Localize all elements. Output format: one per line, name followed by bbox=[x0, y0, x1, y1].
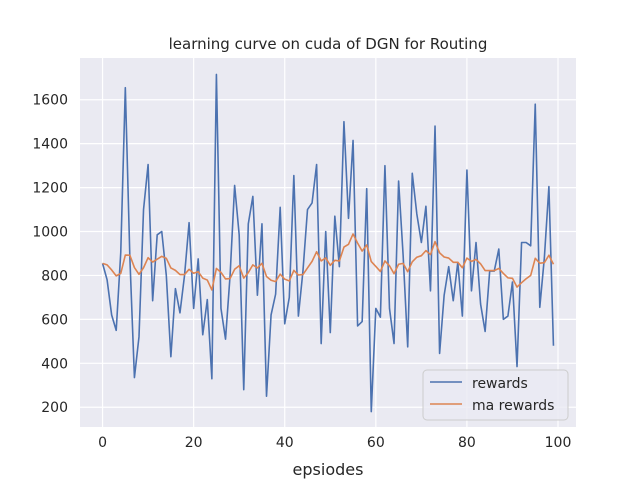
y-tick-label: 1400 bbox=[32, 137, 68, 153]
y-tick-label: 400 bbox=[41, 356, 68, 372]
x-tick-labels: 0 20 40 60 80 100 bbox=[98, 435, 571, 451]
y-tick-label: 1200 bbox=[32, 181, 68, 197]
series-line-ma-rewards bbox=[102, 233, 555, 291]
y-tick-label: 1600 bbox=[32, 93, 68, 109]
y-tick-labels: 200 400 600 800 1000 1200 1400 1600 bbox=[32, 93, 68, 417]
chart-title: learning curve on cuda of DGN for Routin… bbox=[169, 35, 488, 53]
x-tick-label: 60 bbox=[367, 435, 385, 451]
legend-label-rewards: rewards bbox=[472, 376, 528, 392]
x-tick-label: 40 bbox=[276, 435, 294, 451]
x-tick-label: 0 bbox=[98, 435, 107, 451]
y-tick-label: 200 bbox=[41, 400, 68, 416]
legend-label-ma-rewards: ma rewards bbox=[472, 398, 554, 414]
x-tick-label: 80 bbox=[458, 435, 476, 451]
series-line-rewards bbox=[101, 73, 555, 413]
y-tick-label: 800 bbox=[41, 268, 68, 284]
y-tick-label: 600 bbox=[41, 312, 68, 328]
x-axis-label: epsiodes bbox=[293, 460, 364, 479]
x-tick-label: 100 bbox=[545, 435, 572, 451]
x-tick-label: 20 bbox=[185, 435, 203, 451]
series-lines bbox=[101, 73, 555, 413]
y-tick-label: 1000 bbox=[32, 225, 68, 241]
legend: rewards ma rewards bbox=[422, 369, 569, 421]
